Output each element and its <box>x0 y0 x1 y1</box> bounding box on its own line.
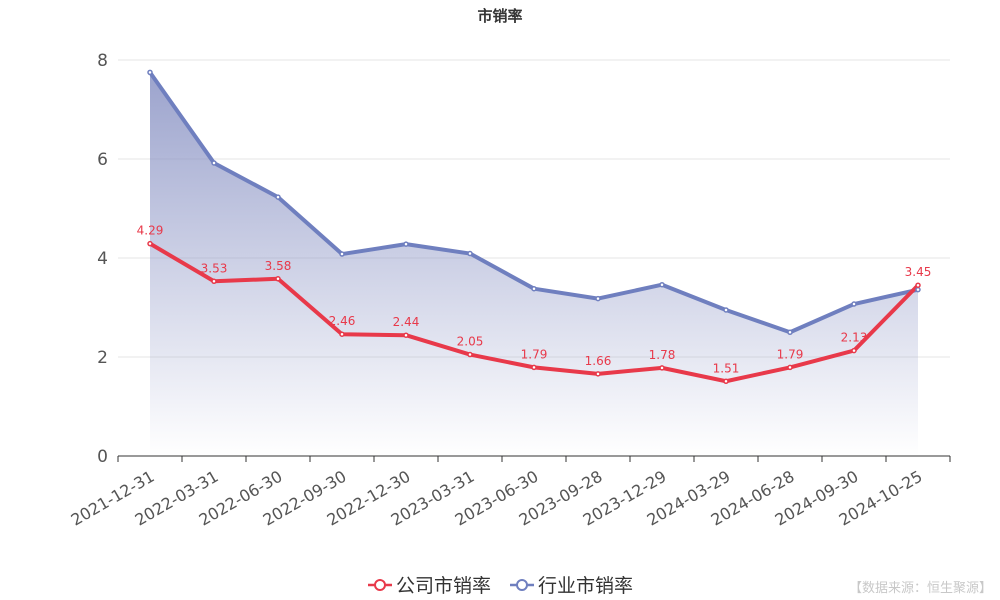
legend-label: 公司市销率 <box>396 575 491 597</box>
data-label: 1.66 <box>585 354 612 368</box>
data-labels: 4.29 3.53 3.58 2.46 2.44 2.05 1.79 1.66 1.78 1.51… <box>137 224 932 376</box>
data-point <box>659 365 665 371</box>
data-point <box>915 286 921 293</box>
x-axis: 2021-12-312022-03-312022-06-302022-09-30… <box>68 455 951 530</box>
y-tick-label: 4 <box>97 249 108 269</box>
data-point <box>659 281 665 288</box>
area-1 <box>150 72 918 456</box>
data-label: 3.53 <box>201 261 228 275</box>
data-point <box>595 295 601 302</box>
data-label: 1.78 <box>649 348 676 362</box>
data-label: 1.79 <box>777 347 804 361</box>
data-point <box>723 307 729 313</box>
data-point <box>211 278 217 285</box>
data-label: 2.46 <box>329 314 356 328</box>
y-tick-label: 6 <box>97 150 108 170</box>
data-point <box>787 364 793 371</box>
data-point <box>275 276 281 282</box>
y-tick-label: 2 <box>97 348 108 368</box>
data-point <box>147 69 153 76</box>
data-label: 2.13 <box>841 331 868 345</box>
data-point <box>339 251 345 257</box>
chart-title: 市销率 <box>477 7 522 25</box>
legend[interactable]: 公司市销率 行业市销率 <box>368 575 633 597</box>
data-point <box>787 329 793 335</box>
data-point <box>467 351 473 358</box>
data-label: 1.51 <box>713 361 740 375</box>
data-point <box>403 241 409 247</box>
y-tick-label: 8 <box>97 51 108 71</box>
data-point <box>531 364 537 371</box>
y-tick-label: 0 <box>97 447 108 467</box>
data-point <box>211 160 217 166</box>
data-point <box>851 301 857 307</box>
data-point <box>467 250 473 257</box>
legend-swatch-marker <box>374 579 386 591</box>
data-point <box>531 285 537 292</box>
data-point <box>403 332 409 338</box>
area-fill <box>150 72 918 456</box>
data-point <box>147 240 153 247</box>
data-label: 2.05 <box>457 335 484 349</box>
legend-swatch-marker <box>516 579 528 591</box>
data-label: 3.45 <box>905 265 932 279</box>
data-point <box>723 378 729 385</box>
data-label: 4.29 <box>137 224 164 238</box>
data-point <box>915 282 921 288</box>
data-label: 3.58 <box>265 259 292 273</box>
data-point <box>275 194 281 200</box>
data-point <box>595 371 601 377</box>
series-points <box>147 69 921 385</box>
y-axis: 0 2 4 6 8 <box>97 51 108 467</box>
data-point <box>339 331 345 337</box>
data-point <box>851 347 857 354</box>
source-label: 【数据来源：恒生聚源】 <box>848 581 992 596</box>
data-label: 1.79 <box>521 347 548 361</box>
data-label: 2.44 <box>393 315 420 329</box>
legend-label: 行业市销率 <box>538 575 633 597</box>
